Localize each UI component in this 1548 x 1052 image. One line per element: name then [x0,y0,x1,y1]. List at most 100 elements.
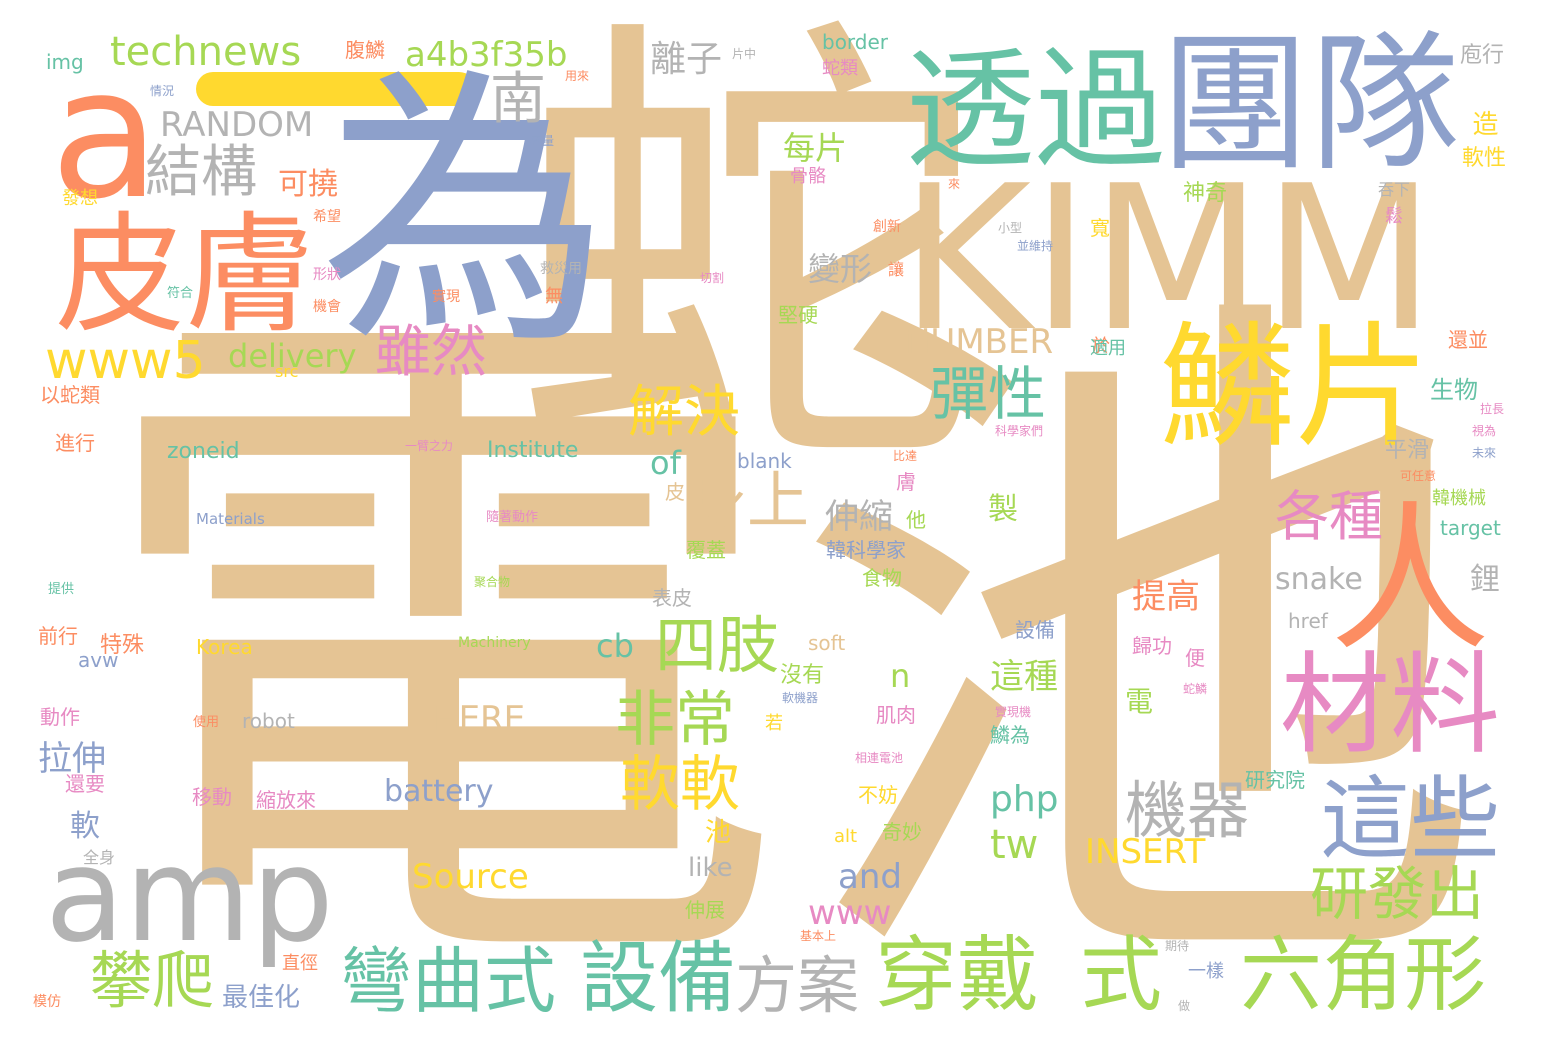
word-food: 食物 [862,566,902,590]
word-person: 人 [1330,486,1491,673]
word-snakes-small: 蛇類 [822,58,858,79]
word-a: a [50,30,161,239]
word-these: 這些 [1320,767,1500,872]
word-might-as-well: 不妨 [858,783,898,807]
word-avw: avw [78,648,119,672]
word-source: Source [412,857,529,897]
word-also-need: 還要 [65,772,105,796]
word-zoneid: zoneid [167,439,240,464]
word-ion: 離子 [650,39,723,80]
word-php: php [990,779,1059,820]
word-smooth: 平滑 [1385,438,1430,463]
word-soft-soft: 軟軟 [620,750,740,820]
word-muscle: 肌肉 [876,703,916,727]
word-material: 材料 [1280,641,1500,769]
word-skin: 皮膚 [55,199,316,351]
word-south: 南 [490,67,546,132]
word-expect: 期待 [1165,939,1190,953]
word-machine: 機器 [1125,774,1250,847]
word-border: border [822,30,889,54]
word-img: img [46,50,84,74]
word-move: 移動 [192,785,232,809]
word-manufacture: 製 [988,492,1018,527]
word-provide: 提供 [48,582,75,597]
word-improve: 提高 [1132,577,1200,617]
word-wei: 為 [320,46,610,383]
word-various: 各種 [1275,485,1383,548]
word-imitate: 模仿 [33,994,61,1010]
word-optimize: 最佳化 [222,983,301,1013]
word-style: 式 [1080,928,1163,1023]
word-through: 透過 [905,34,1166,186]
word-body: 身上 [685,464,810,537]
word-magical: 神奇 [1183,181,1228,206]
word-scale: 鱗片 [1160,309,1430,466]
word-stretch: 拉伸 [38,739,106,779]
word-cover: 覆蓋 [686,538,726,562]
word-loose: 鬆 [1385,206,1403,227]
word-he: 他 [906,508,926,532]
word-hash: a4b3f35b [405,35,568,75]
word-with-snakes: 以蛇類 [40,383,100,407]
word-make: 造 [1468,110,1498,136]
word-research-institute: 研究院 [1245,768,1305,792]
word-ruo: 若 [765,713,783,734]
word-limbs: 四肢 [655,609,780,682]
word-electric: 電 [1125,685,1154,718]
word-skeleton: 骨骼 [790,166,826,187]
word-solve: 解決 [628,380,740,445]
word-basically: 基本上 [800,929,837,943]
word-of: of [650,444,681,482]
word-lend-hand: 一臂之力 [405,439,454,453]
word-belly-scale: 腹鱗 [345,38,385,62]
word-whole-body: 全身 [83,848,116,867]
word-snake-scale: 蛇鱗 [1183,682,1208,696]
word-elastic: 彈性 [930,360,1047,428]
word-develop: 研發出 [1310,860,1485,928]
word-chance: 機會 [313,299,341,315]
word-used-for: 用來 [565,69,590,83]
word-with-motion: 隨著動作 [486,510,539,525]
word-soft-en: soft [808,631,846,655]
word-climb: 攀爬 [90,944,215,1017]
word-capacity: 容量 [530,134,555,148]
word-hexagon: 六角形 [1240,928,1487,1023]
word-situation: 情況 [150,84,175,98]
word-src: src [275,362,299,381]
word-soft-machine: 軟機器 [782,691,819,705]
word-number: NUMBER [905,322,1054,362]
word-battery-en: battery [384,774,494,809]
highlight-bar [196,72,476,106]
word-chi: 池 [705,818,732,848]
word-inspiration: 發想 [62,188,98,209]
word-same: 一樣 [1188,961,1224,982]
word-lengthen: 拉長 [1480,402,1505,416]
word-device-big: 設備 [580,934,737,1024]
word-www5: www5 [45,331,206,391]
word-fu: 膚 [896,470,916,494]
word-regard: 視為 [1472,424,1497,438]
word-epidermis: 表皮 [652,586,692,610]
word-this-kind: 這種 [990,657,1058,697]
word-without: 無 [545,286,563,307]
word-korea: Korea [196,635,253,659]
word-device-small: 設備 [1015,618,1055,642]
word-pi: 皮 [665,480,685,504]
word-insert: INSERT [1085,832,1206,872]
word-and-also: 還並 [1448,328,1488,352]
word-small-type: 小型 [998,221,1023,235]
word-future: 未來 [1472,446,1497,460]
word-blank: blank [737,449,792,473]
word-href: href [1288,609,1328,633]
word-forward: 前行 [38,624,78,648]
word-wear: 穿戴 [875,928,1040,1023]
word-scale-up: 縮放來 [256,788,316,812]
word-structure: 結構 [145,140,257,205]
word-conform: 符合 [167,286,194,301]
word-diameter: 直徑 [282,953,318,974]
word-attribute: 歸功 [1132,634,1172,658]
word-realize: 實現 [432,289,460,305]
word-shape: 形狀 [313,267,341,283]
word-delivery: delivery [228,337,357,375]
word-kimm: KIMM [900,143,1436,376]
